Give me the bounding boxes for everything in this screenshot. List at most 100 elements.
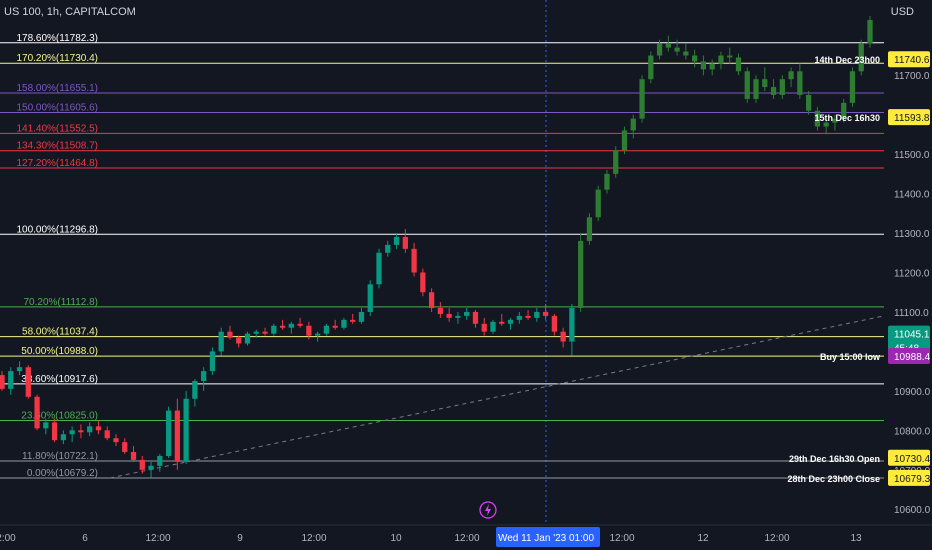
price-marker-label: 10988.4 [894,352,931,363]
candle-body [183,398,189,462]
candle-body [139,459,145,470]
candle-body [0,375,5,389]
candle-body [481,323,487,332]
candle-body [788,71,794,80]
candle-body [420,272,426,293]
currency-label: USD [890,6,914,18]
candle-body [516,315,522,320]
candle-body [700,61,707,70]
candle-body [762,79,768,88]
candle-body [411,248,417,273]
candle-body [542,311,549,316]
candle-body [95,426,102,431]
fib-level-label: 100.00%(11296.8) [16,224,98,235]
x-tick-label: 12:00 [764,533,789,544]
candle-body [490,321,496,332]
candle-body [727,55,733,58]
candle-body [753,79,759,99]
fib-level-label: 134.30%(11508.7) [16,141,98,152]
candle-body [130,452,137,460]
fib-level-label: 158.00%(11655.1) [16,83,98,94]
candle-body [639,79,645,119]
candle-body [87,426,93,433]
price-marker-note: Buy 15:00 low [820,352,881,362]
price-marker-note: 29th Dec 16h30 Open [789,454,880,464]
candle-body [621,130,628,151]
candle-body [560,331,566,342]
candle-body [472,311,479,324]
y-tick-label: 11100.0 [894,308,929,319]
candle-body [201,371,207,381]
x-axis-ticks: 2:00 6 12:00 9 12:00 10 12:00 Wed 11 Jan '23 01… [0,527,862,547]
x-tick-label: 13 [850,533,862,544]
candle-body [34,396,40,429]
candle-body [499,321,505,324]
symbol-header: US 100, 1h, CAPITALCOM [4,6,136,18]
candle-body [613,150,619,174]
fib-level-label: 141.40%(11552.5) [16,123,98,134]
candle-body [692,55,698,62]
candle-body [306,325,312,336]
candle-body [279,325,286,328]
fib-level-label: 58.00%(11037.4) [22,327,98,338]
y-tick-label: 11400.0 [894,190,930,201]
candle-body [805,94,812,111]
x-tick-label: 12:00 [145,533,170,544]
price-marker-note: 14th Dec 23h00 [814,55,880,65]
x-tick-label: 12:00 [454,533,479,544]
candle-body [358,311,365,322]
candle-body [718,55,724,64]
candle-body [709,63,715,70]
candle-body [227,331,233,338]
y-tick-label: 10900.0 [894,387,931,398]
candle-body [832,118,838,123]
price-marker-box [888,469,930,486]
price-marker-box [888,347,930,364]
candle-body [297,323,303,326]
candle-body [735,57,742,72]
candle-body [25,367,31,397]
candle-body [148,465,154,470]
candle-body [209,351,216,372]
candle-body [648,55,654,80]
candle-body [464,311,470,316]
candle-body [341,319,347,328]
candle-body [385,244,391,253]
candle-body [446,313,452,318]
fib-level-label: 150.00%(11605.6) [16,102,98,113]
y-tick-label: 10600.0 [894,505,931,516]
candle-body [455,315,461,318]
candle-body [578,240,584,309]
candle-body [350,319,356,322]
candle-body [867,20,873,44]
price-marker-box [888,109,930,126]
candle-body [604,173,610,190]
candles-group [0,16,873,478]
candle-body [849,71,856,103]
candle-body [779,79,785,95]
price-markers-group: 14th Dec 23h00 11740.6 15th Dec 16h30 11593… [787,51,931,486]
price-marker-note: 15th Dec 16h30 [814,113,880,123]
candle-body [586,217,593,241]
candle-body [525,315,531,318]
price-marker-label: 10679.3 [894,474,931,485]
candle-body [218,331,224,352]
candle-body [174,410,180,462]
candle-body [113,438,119,443]
candle-body [428,292,435,309]
y-tick-label: 11700.0 [894,71,930,82]
price-marker-label: 11045.1 [894,330,930,341]
y-tick-label: 10800.0 [894,426,931,437]
candle-body [69,430,75,435]
candle-body [551,315,557,332]
fib-level-label: 50.00%(10988.0) [21,346,98,357]
y-tick-label: 11300.0 [894,229,930,240]
x-tick-label: 12:00 [301,533,326,544]
x-tick-label: 2:00 [0,533,16,544]
candle-body [253,331,259,334]
candle-body [770,87,777,95]
candle-body [192,380,198,399]
y-tick-label: 11200.0 [894,269,930,280]
candle-body [43,422,49,429]
